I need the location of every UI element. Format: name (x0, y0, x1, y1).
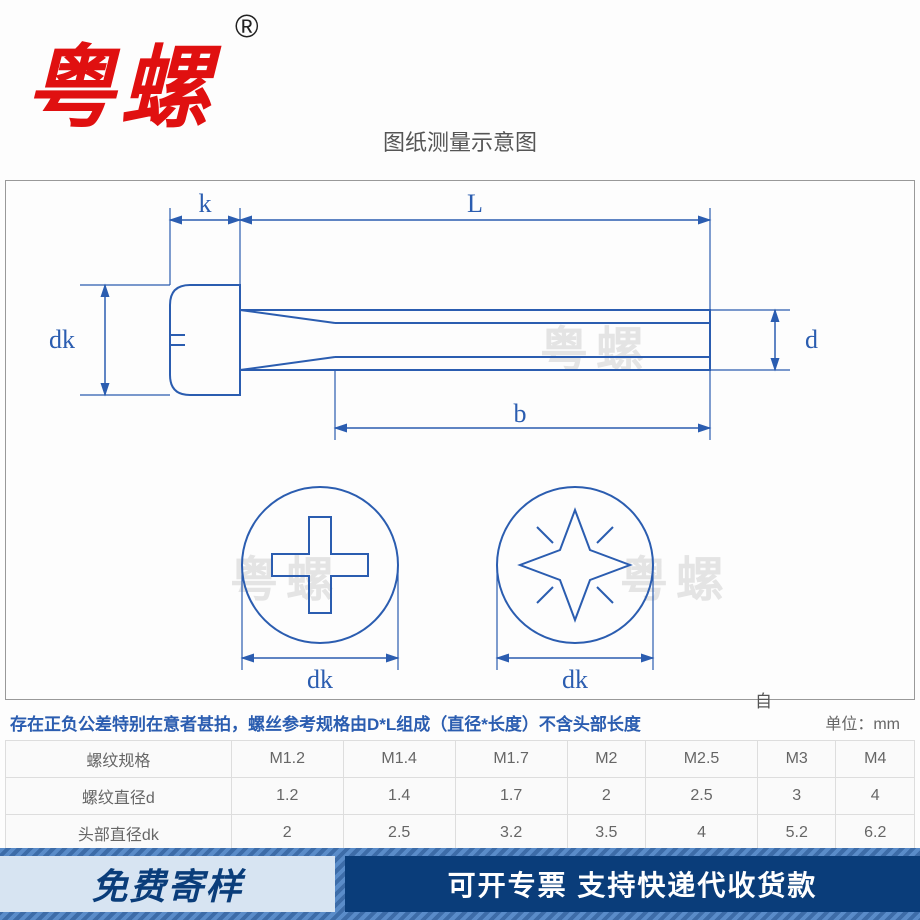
cell: 6.2 (836, 815, 915, 852)
cell: 2 (567, 778, 645, 815)
footer-dark-box: 可开专票 支持快递代收货款 (345, 856, 920, 912)
col-head: M1.4 (343, 741, 455, 778)
row-label: 头部直径dk (6, 815, 232, 852)
cell: 3.2 (455, 815, 567, 852)
label-dk-bl: dk (307, 665, 333, 690)
label-dk: dk (49, 325, 75, 354)
cell: 1.4 (343, 778, 455, 815)
label-k: k (199, 190, 212, 218)
col-head: M2.5 (646, 741, 758, 778)
cell: 2.5 (343, 815, 455, 852)
table-row: 螺纹规格 M1.2 M1.4 M1.7 M2 M2.5 M3 M4 (6, 741, 915, 778)
label-d: d (805, 325, 818, 354)
footer-banner: 免费寄样 可开专票 支持快递代收货款 (0, 848, 920, 920)
label-dk-br: dk (562, 665, 588, 690)
registered-mark: ® (235, 8, 259, 45)
row-label: 螺纹直径d (6, 778, 232, 815)
cell: 3.5 (567, 815, 645, 852)
stray-char: 自 (755, 687, 772, 712)
footer-dark-text: 可开专票 支持快递代收货款 (448, 864, 818, 904)
page-title: 图纸测量示意图 (0, 125, 920, 157)
unit-label: 单位：mm (825, 710, 900, 734)
footer-light-text: 免费寄样 (91, 858, 243, 910)
col-head: M1.2 (231, 741, 343, 778)
cell: 1.7 (455, 778, 567, 815)
col-head: M4 (836, 741, 915, 778)
cell: 5.2 (757, 815, 835, 852)
note-row: 存在正负公差特别在意者甚拍，螺丝参考规格由D*L组成（直径*长度）不含头部长度 … (10, 710, 910, 735)
cell: 2.5 (646, 778, 758, 815)
cell: 3 (757, 778, 835, 815)
cell: 2 (231, 815, 343, 852)
cell: 4 (836, 778, 915, 815)
label-L: L (467, 190, 483, 218)
tolerance-note: 存在正负公差特别在意者甚拍，螺丝参考规格由D*L组成（直径*长度）不含头部长度 (10, 715, 641, 734)
col-head: M3 (757, 741, 835, 778)
col-head: M2 (567, 741, 645, 778)
spec-table: 螺纹规格 M1.2 M1.4 M1.7 M2 M2.5 M3 M4 螺纹直径d … (5, 740, 915, 852)
col-head: M1.7 (455, 741, 567, 778)
table-row: 头部直径dk 2 2.5 3.2 3.5 4 5.2 6.2 (6, 815, 915, 852)
row-label: 螺纹规格 (6, 741, 232, 778)
cell: 1.2 (231, 778, 343, 815)
table-row: 螺纹直径d 1.2 1.4 1.7 2 2.5 3 4 (6, 778, 915, 815)
label-b: b (514, 399, 527, 428)
technical-diagram: k L dk d b dk dk (20, 190, 900, 690)
cell: 4 (646, 815, 758, 852)
footer-light-box: 免费寄样 (0, 856, 335, 912)
